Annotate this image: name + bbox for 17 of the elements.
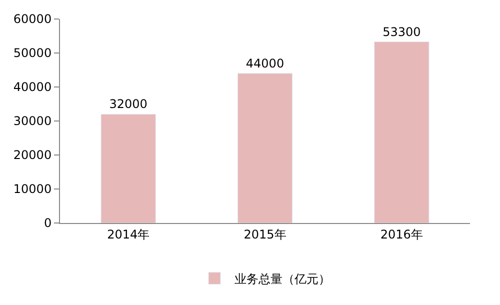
y-tick-label: 50000: [13, 46, 52, 60]
data-label: 53300: [382, 24, 421, 39]
y-tick-label: 60000: [13, 12, 52, 26]
y-tick-label: 10000: [13, 182, 52, 196]
y-tick-label: 0: [44, 216, 52, 230]
x-tick-label: 2016年: [380, 227, 423, 242]
data-label: 44000: [246, 56, 284, 70]
x-tick-label: 2014年: [107, 227, 150, 242]
bar: [100, 114, 156, 223]
y-tick-label: 30000: [13, 114, 52, 128]
legend-label: 业务总量（亿元）: [234, 272, 330, 286]
bar: [237, 73, 293, 223]
y-tick-label: 20000: [13, 148, 52, 162]
y-tick-label: 40000: [13, 80, 52, 94]
bar: [374, 42, 430, 223]
x-tick-label: 2015年: [244, 227, 286, 242]
data-label: 32000: [109, 97, 148, 112]
